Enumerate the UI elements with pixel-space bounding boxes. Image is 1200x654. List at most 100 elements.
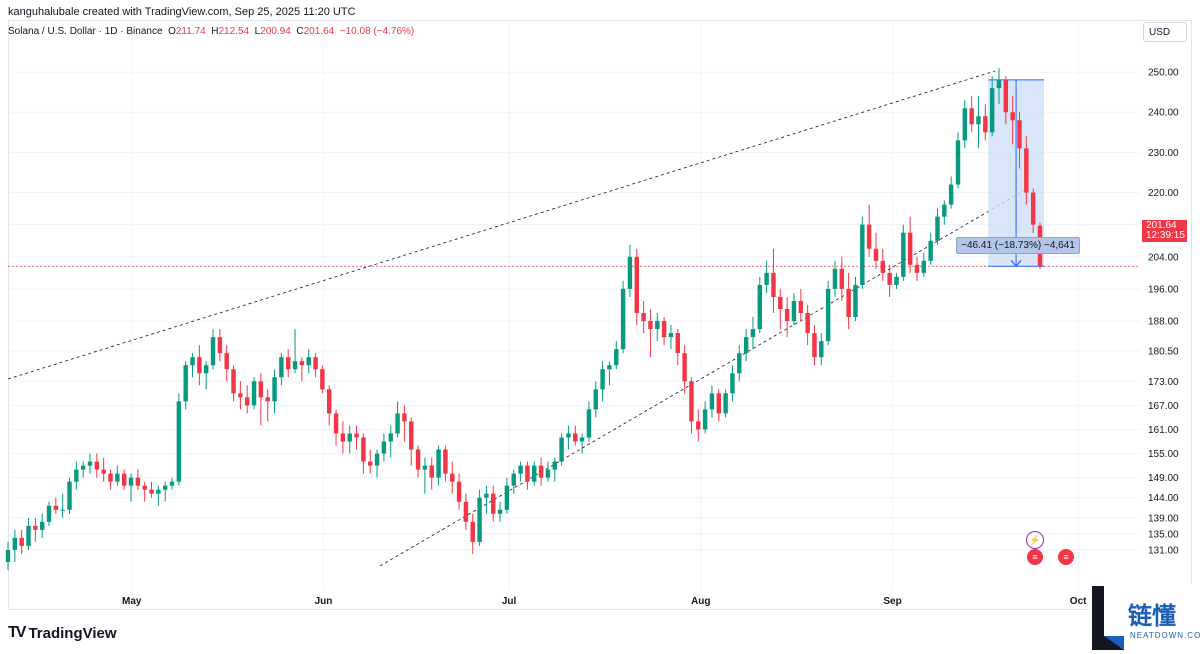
candle-body [942, 204, 947, 217]
y-tick-label: 173.00 [1148, 377, 1179, 388]
lightning-icon[interactable]: ⚡ [1026, 531, 1044, 549]
y-tick-label: 135.00 [1148, 529, 1179, 540]
candle-body [880, 260, 886, 273]
measure-tool [988, 79, 1044, 268]
candle-body [873, 248, 879, 261]
candle-body [190, 357, 195, 366]
us-flag-icon[interactable]: ≡ [1027, 549, 1043, 565]
candle-body [894, 276, 899, 285]
y-tick-label: 220.00 [1148, 188, 1179, 199]
candle-body [108, 473, 113, 482]
candle-body [716, 393, 722, 414]
candle-body [402, 413, 407, 422]
candle-body [67, 481, 72, 510]
candle-body [579, 437, 585, 442]
candle-body [784, 309, 790, 322]
candle-body [538, 465, 544, 478]
x-tick-label: May [122, 596, 142, 607]
measure-arrow-head [1010, 259, 1022, 268]
candle-body [586, 409, 592, 438]
candle-body [743, 337, 749, 354]
candle-body [634, 256, 639, 314]
candle-body [1017, 120, 1022, 149]
tradingview-brand[interactable]: TV TradingView [8, 624, 117, 642]
candle-body [757, 284, 763, 330]
candle-body [866, 224, 872, 249]
candle-body [231, 369, 236, 394]
candle-body [74, 469, 79, 482]
candle-body [552, 461, 557, 470]
candle-body [907, 232, 913, 265]
candle-body [279, 357, 284, 378]
us-flag-icon[interactable]: ≡ [1058, 549, 1074, 565]
y-tick-label: 230.00 [1148, 148, 1179, 159]
time-axis: May Jun Jul Aug Sep Oct [122, 596, 1087, 607]
candle-body [238, 393, 243, 398]
candle-body [511, 473, 516, 486]
currency-button[interactable]: USD [1143, 22, 1187, 42]
candle-body [593, 389, 598, 410]
candle-body [750, 329, 756, 338]
candle-body [846, 288, 851, 318]
candle-body [839, 268, 845, 289]
close-label: C [296, 26, 304, 37]
candle-body [983, 116, 988, 133]
candle-body [798, 300, 804, 314]
candle-body [12, 537, 18, 550]
candle-body [142, 485, 147, 490]
candle-body [989, 88, 995, 133]
candle-body [456, 481, 462, 502]
candle-body [5, 549, 11, 562]
bar-countdown: 12:39:15 [1146, 230, 1185, 241]
candle-body [668, 333, 674, 338]
candle-body [320, 369, 325, 390]
candle-body [962, 108, 968, 141]
candle-body [374, 453, 380, 466]
candle-body [60, 509, 65, 511]
y-tick-label: 131.00 [1148, 545, 1179, 556]
symbol-legend: Solana / U.S. Dollar · 1D · Binance O211… [8, 26, 414, 37]
candle-body [258, 381, 264, 398]
open-value: 211.74 [175, 26, 206, 37]
candle-body [948, 184, 954, 205]
symbol-name[interactable]: Solana / U.S. Dollar · 1D · Binance [8, 26, 163, 37]
candle-body [955, 140, 961, 185]
candle-body [135, 477, 141, 486]
y-tick-label: 149.00 [1148, 473, 1179, 484]
candle-body [265, 397, 270, 402]
candle-body [115, 473, 120, 482]
candle-body [19, 537, 24, 546]
candle-body [819, 341, 824, 358]
candle-body [354, 433, 359, 438]
candle-body [470, 521, 475, 542]
candle-body [730, 373, 735, 394]
candle-body [46, 505, 52, 522]
candle-body [1024, 148, 1029, 193]
candle-body [272, 377, 277, 402]
candle-body [80, 465, 86, 470]
watermark-subtext: NEATDOWN.COM [1130, 631, 1200, 640]
candle-body [914, 264, 920, 273]
candle-body [887, 272, 892, 285]
candle-body [409, 421, 414, 450]
chart-area[interactable] [8, 20, 1192, 610]
candle-body [791, 300, 797, 322]
candle-body [197, 357, 202, 374]
candle-body [675, 333, 680, 354]
candle-body [299, 361, 305, 366]
candle-body [53, 505, 59, 510]
last-price-value: 201.64 [1146, 220, 1177, 231]
y-tick-label: 180.50 [1148, 347, 1179, 358]
candle-body [559, 437, 564, 462]
candle-body [326, 389, 332, 414]
candle-body [415, 449, 421, 470]
candle-body [306, 357, 311, 366]
candle-body [491, 493, 496, 514]
candle-body [702, 409, 708, 430]
candle-body [292, 361, 298, 370]
candle-body [422, 465, 428, 470]
candle-body [162, 485, 168, 490]
chart-credit: kanguhalubale created with TradingView.c… [8, 6, 356, 18]
candle-body [156, 489, 161, 494]
